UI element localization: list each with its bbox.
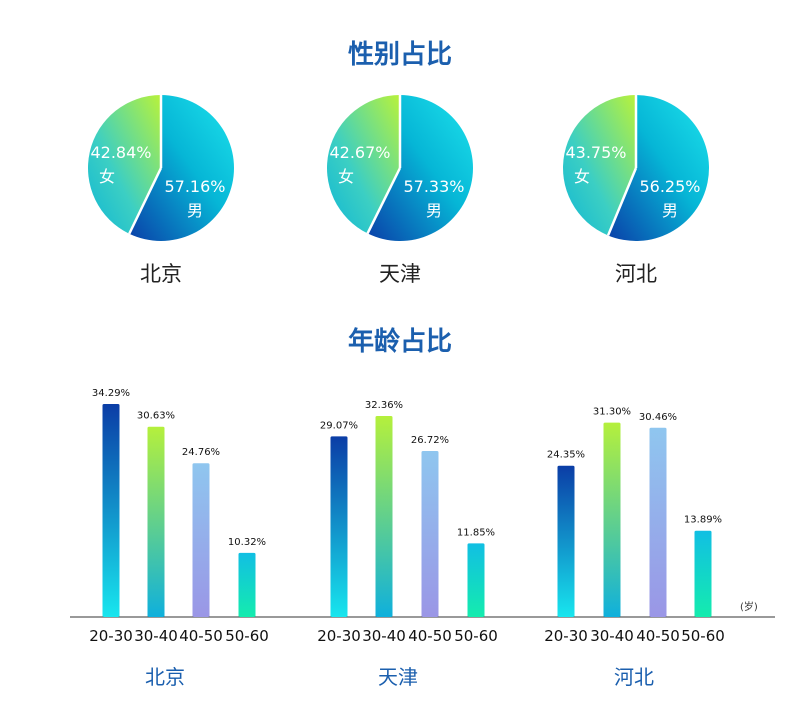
x-tick-label: 20-30 xyxy=(89,627,133,645)
pie-region-label: 天津 xyxy=(379,262,421,286)
x-tick-label: 40-50 xyxy=(179,627,223,645)
bar-region-label: 河北 xyxy=(614,665,654,689)
x-tick-label: 30-40 xyxy=(362,627,406,645)
bar-group-3: 24.35% 20-30 31.30% 30-40 30.46% 40-50 13.89% 5… xyxy=(544,407,725,689)
pie-slice-female xyxy=(562,95,636,236)
bar-value-label: 26.72% xyxy=(411,435,449,446)
pie-divider xyxy=(366,167,402,234)
pie-3: 56.25% 男 43.75% 女河北 xyxy=(562,95,709,286)
pie-slice-female xyxy=(327,95,400,234)
pie-male-label: 男 xyxy=(187,201,203,220)
pie-divider xyxy=(128,167,163,235)
bar-value-label: 13.89% xyxy=(684,515,722,526)
bar xyxy=(147,426,165,617)
pie-slice-male xyxy=(129,95,234,241)
pie-region-label: 河北 xyxy=(615,262,657,286)
pie-female-label: 女 xyxy=(574,167,590,186)
bar xyxy=(603,422,621,617)
x-tick-label: 50-60 xyxy=(681,627,725,645)
bar xyxy=(694,530,712,617)
bar xyxy=(330,436,348,617)
x-tick-label: 30-40 xyxy=(590,627,634,645)
pie-region-label: 北京 xyxy=(140,262,182,286)
bar-value-label: 30.46% xyxy=(639,412,677,423)
bar-group-1: 34.29% 20-30 30.63% 30-40 24.76% 40-50 10.32% 5… xyxy=(89,388,269,689)
bar-value-label: 29.07% xyxy=(320,420,358,431)
pie-female-value: 42.67% xyxy=(329,143,390,162)
x-tick-label: 40-50 xyxy=(636,627,680,645)
pie-female-value: 42.84% xyxy=(90,143,151,162)
pie-male-value: 56.25% xyxy=(639,177,700,196)
x-tick-label: 20-30 xyxy=(317,627,361,645)
bar xyxy=(557,465,575,617)
bar-value-label: 24.35% xyxy=(547,450,585,461)
bar xyxy=(421,451,439,617)
bar-value-label: 31.30% xyxy=(593,407,631,418)
x-tick-label: 20-30 xyxy=(544,627,588,645)
x-tick-label: 50-60 xyxy=(454,627,498,645)
pie-slice-male xyxy=(608,95,709,241)
pie-male-label: 男 xyxy=(426,201,442,220)
bar-value-label: 32.36% xyxy=(365,400,403,411)
age-unit-label: (岁) xyxy=(740,600,758,613)
gender-pies: 57.16% 男 42.84% 女北京 57.33% 男 42.67% 女天津 56.25% 男 4… xyxy=(87,95,709,286)
pie-slice-female xyxy=(87,95,161,234)
age-bar-groups: 34.29% 20-30 30.63% 30-40 24.76% 40-50 10.32% 5… xyxy=(89,388,725,689)
pie-slice-male xyxy=(367,95,473,241)
bar xyxy=(192,463,210,617)
pie-male-value: 57.33% xyxy=(403,177,464,196)
bar xyxy=(238,552,256,617)
pie-male-label: 男 xyxy=(662,201,678,220)
bar-value-label: 11.85% xyxy=(457,527,495,538)
pie-divider xyxy=(606,167,638,236)
bar-value-label: 10.32% xyxy=(228,537,266,548)
bar-value-label: 24.76% xyxy=(182,447,220,458)
bar-value-label: 30.63% xyxy=(137,411,175,422)
pie-female-label: 女 xyxy=(338,167,354,186)
pie-female-label: 女 xyxy=(99,167,115,186)
pie-male-value: 57.16% xyxy=(164,177,225,196)
pie-female-value: 43.75% xyxy=(565,143,626,162)
bar xyxy=(102,404,120,617)
x-tick-label: 30-40 xyxy=(134,627,178,645)
x-tick-label: 40-50 xyxy=(408,627,452,645)
pie-2: 57.33% 男 42.67% 女天津 xyxy=(327,95,473,286)
bar xyxy=(375,415,393,617)
bar-region-label: 北京 xyxy=(145,665,185,689)
bar xyxy=(649,427,667,617)
age-section-title: 年龄占比 xyxy=(348,326,452,357)
bar xyxy=(467,543,485,617)
bar-region-label: 天津 xyxy=(378,665,418,689)
gender-section-title: 性别占比 xyxy=(348,40,452,70)
bar-group-2: 29.07% 20-30 32.36% 30-40 26.72% 40-50 11.85% 5… xyxy=(317,400,498,689)
x-tick-label: 50-60 xyxy=(225,627,269,645)
bar-value-label: 34.29% xyxy=(92,388,130,399)
pie-1: 57.16% 男 42.84% 女北京 xyxy=(87,95,234,286)
